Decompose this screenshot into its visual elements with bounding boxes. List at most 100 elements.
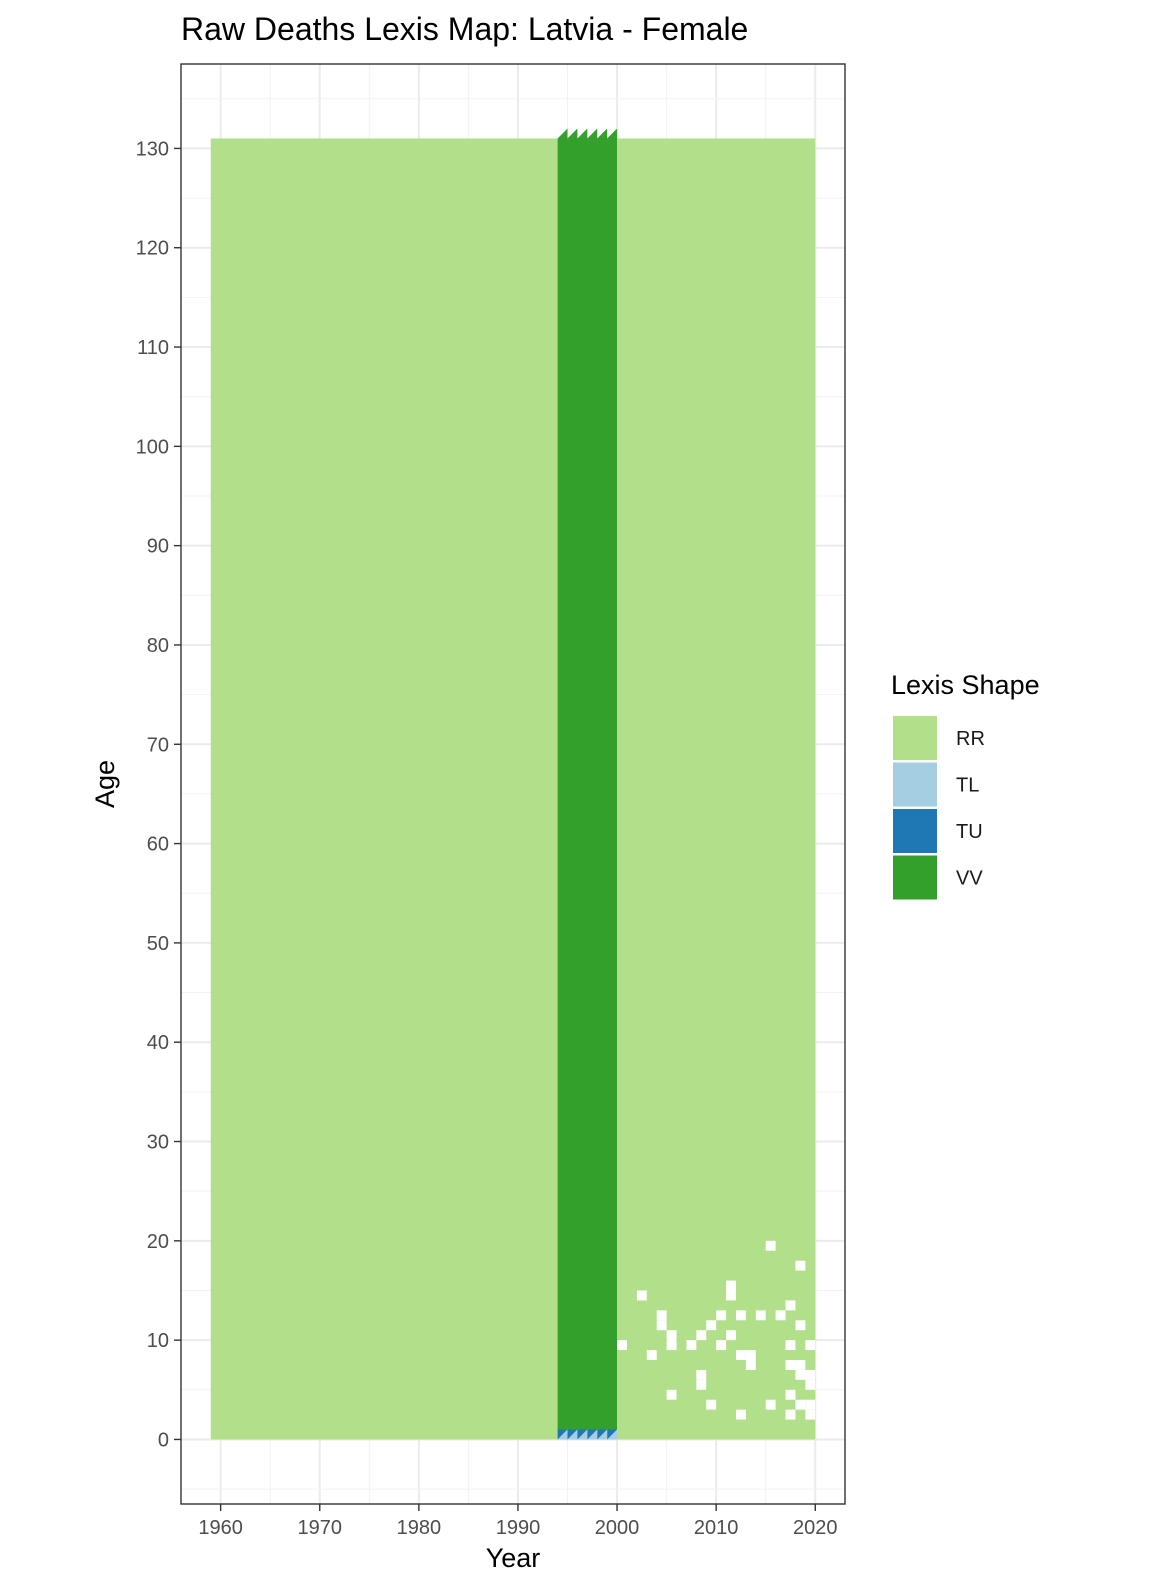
legend-key-rr <box>893 716 937 760</box>
y-tick-label: 70 <box>147 734 169 756</box>
legend-title: Lexis Shape <box>891 670 1040 700</box>
missing-cell <box>656 1310 667 1321</box>
lexis-vv-cap <box>607 128 618 139</box>
missing-cell <box>745 1350 756 1360</box>
missing-cell <box>706 1399 717 1410</box>
missing-cell <box>805 1379 816 1390</box>
lexis-vv-cap <box>597 128 608 139</box>
missing-cell <box>716 1340 727 1351</box>
missing-cell <box>785 1409 796 1420</box>
y-tick-label: 130 <box>136 138 169 160</box>
x-tick-label: 1970 <box>297 1517 342 1539</box>
y-tick-label: 40 <box>147 1032 169 1054</box>
x-axis-title: Year <box>486 1543 541 1573</box>
missing-cell <box>765 1399 776 1410</box>
y-axis-title: Age <box>90 760 120 808</box>
y-tick-label: 120 <box>136 238 169 260</box>
y-tick-label: 110 <box>137 337 169 359</box>
x-tick-label: 1960 <box>198 1517 243 1539</box>
lexis-triangle-tl <box>607 1429 618 1440</box>
y-tick-label: 50 <box>147 933 169 955</box>
y-tick-label: 0 <box>158 1429 169 1451</box>
missing-cell <box>785 1389 796 1400</box>
missing-cell <box>666 1340 677 1351</box>
panel-border <box>180 63 846 1505</box>
lexis-region-vv <box>557 138 618 1430</box>
lexis-triangle-tl <box>587 1429 598 1440</box>
lexis-vv-cap <box>587 128 598 139</box>
missing-cell <box>785 1360 796 1370</box>
lexis-triangle-tu <box>587 1429 598 1440</box>
y-axis: 0 10 20 30 40 50 60 70 80 90 100 110 120 130 <box>136 138 181 1451</box>
missing-cell <box>805 1340 816 1351</box>
missing-cell <box>745 1360 756 1370</box>
chart-title: Raw Deaths Lexis Map: Latvia - Female <box>181 11 748 47</box>
lexis-region-rr <box>210 138 558 1440</box>
missing-cell <box>706 1320 717 1331</box>
missing-cell <box>735 1409 746 1420</box>
y-tick-label: 100 <box>136 436 169 458</box>
missing-cell <box>696 1369 707 1380</box>
missing-cell <box>716 1310 727 1321</box>
missing-cell <box>795 1320 806 1331</box>
x-tick-label: 2020 <box>793 1517 838 1539</box>
missing-cell <box>775 1310 786 1321</box>
lexis-triangle-tu <box>557 1429 568 1440</box>
y-tick-label: 60 <box>147 834 169 856</box>
missing-cell <box>755 1310 766 1321</box>
lexis-vv-cap <box>567 128 578 139</box>
lexis-triangle-tu <box>577 1429 588 1440</box>
x-tick-label: 1990 <box>496 1517 541 1539</box>
missing-cell <box>735 1310 746 1321</box>
y-tick-label: 20 <box>147 1231 169 1253</box>
x-tick-label: 2000 <box>595 1517 640 1539</box>
lexis-triangle-tl <box>557 1429 568 1440</box>
missing-cell <box>765 1240 776 1251</box>
missing-cell <box>785 1300 796 1311</box>
lexis-triangle-tl <box>567 1429 578 1440</box>
lexis-triangle-tu <box>597 1429 608 1440</box>
missing-cell <box>795 1260 806 1271</box>
lexis-cells <box>210 128 816 1440</box>
legend-label-rr: RR <box>956 728 985 750</box>
missing-cell <box>666 1389 677 1400</box>
legend-key-tl <box>893 762 937 807</box>
legend-key-vv <box>893 855 937 900</box>
missing-cell <box>666 1330 677 1341</box>
missing-cell <box>636 1290 647 1301</box>
missing-cell <box>795 1399 806 1410</box>
missing-cell <box>726 1280 736 1291</box>
missing-cell <box>617 1340 627 1351</box>
y-tick-label: 80 <box>147 635 169 657</box>
missing-cell <box>805 1369 816 1380</box>
x-axis: 1960 1970 1980 1990 2000 2010 2020 <box>198 1504 838 1539</box>
missing-cell <box>726 1290 736 1301</box>
missing-cells <box>617 1240 816 1420</box>
lexis-vv-cap <box>577 128 588 139</box>
legend: Lexis Shape RR TL TU VV <box>891 670 1040 900</box>
missing-cell <box>696 1379 707 1390</box>
legend-label-tu: TU <box>956 821 983 843</box>
y-tick-label: 10 <box>147 1330 169 1352</box>
missing-cell <box>726 1330 736 1341</box>
lexis-triangle-tl <box>577 1429 588 1440</box>
missing-cell <box>795 1369 806 1380</box>
legend-key-tu <box>893 809 937 853</box>
missing-cell <box>805 1409 816 1420</box>
legend-label-vv: VV <box>956 868 983 890</box>
y-tick-label: 30 <box>147 1132 169 1154</box>
missing-cell <box>795 1360 806 1370</box>
y-tick-label: 90 <box>147 536 169 558</box>
x-tick-label: 2010 <box>694 1517 739 1539</box>
x-tick-label: 1980 <box>397 1517 442 1539</box>
lexis-triangle-tl <box>597 1429 608 1440</box>
lexis-triangle-tu <box>607 1429 618 1440</box>
missing-cell <box>805 1399 816 1410</box>
missing-cell <box>735 1350 746 1360</box>
missing-cell <box>696 1330 707 1341</box>
legend-label-tl: TL <box>956 775 979 797</box>
missing-cell <box>646 1350 657 1360</box>
lexis-region-rr <box>617 138 816 1440</box>
lexis-triangle-tu <box>567 1429 578 1440</box>
